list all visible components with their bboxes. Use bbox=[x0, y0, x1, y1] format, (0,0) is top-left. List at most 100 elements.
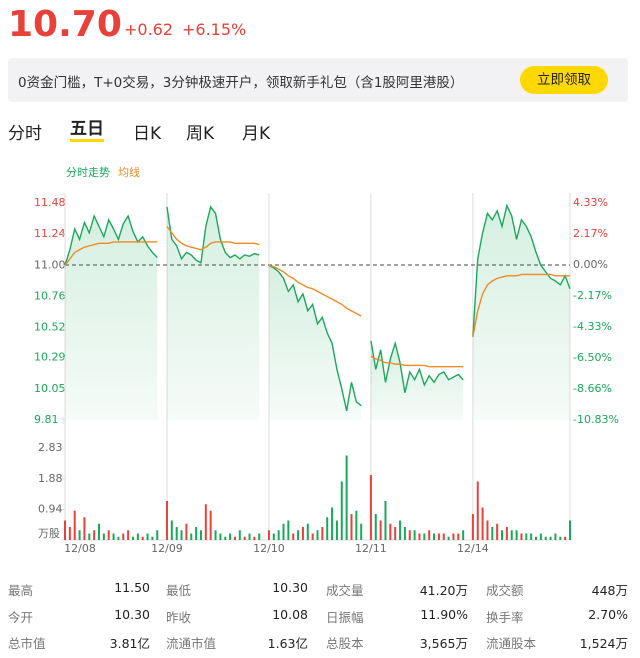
volume-bar bbox=[297, 530, 300, 540]
volume-bar bbox=[462, 530, 465, 540]
volume-bar bbox=[326, 517, 329, 540]
stat-value: 10.30 bbox=[272, 580, 308, 595]
volume-bar bbox=[481, 507, 484, 540]
y2-tick-label: -4.33% bbox=[573, 320, 612, 333]
volume-bar bbox=[316, 530, 319, 540]
volume-bar bbox=[403, 526, 406, 540]
banner[interactable]: 0资金门槛，T+0交易，3分钟极速开户，领取新手礼包（含1股阿里港股） 立即领取 bbox=[8, 58, 628, 102]
volume-bar bbox=[515, 530, 518, 540]
y-tick-label: 10.05 bbox=[34, 382, 66, 395]
chart: 分时走势 均线 12/08 12/09 12/10 12/11 12/14 11.48 11… bbox=[34, 165, 619, 555]
tab[interactable]: 日K bbox=[133, 124, 162, 144]
y2-tick-label: -10.83% bbox=[573, 413, 619, 426]
volume-bar bbox=[78, 530, 81, 540]
volume-bar bbox=[505, 526, 508, 540]
y-tick-label: 10.76 bbox=[34, 290, 66, 303]
stat-value: 3,565万 bbox=[419, 636, 468, 651]
stat-value: 1.63亿 bbox=[267, 636, 308, 651]
change-pct: +6.15% bbox=[182, 20, 247, 39]
volume-bar bbox=[131, 536, 134, 540]
volume-tick-label: 0.94 bbox=[38, 502, 63, 515]
volume-bar bbox=[185, 523, 188, 540]
change: +0.62 bbox=[124, 20, 174, 39]
volume-bar bbox=[331, 507, 334, 540]
volume-bar bbox=[88, 533, 91, 540]
volume-bar bbox=[559, 536, 562, 540]
stat-label: 日振幅 bbox=[326, 610, 364, 625]
y-tick-label: 9.81 bbox=[34, 413, 59, 426]
volume-bar bbox=[180, 530, 183, 540]
volume-bar bbox=[287, 520, 290, 540]
stat-label: 最低 bbox=[166, 583, 192, 598]
tab[interactable]: 周K bbox=[186, 124, 215, 144]
volume-bar bbox=[141, 536, 144, 540]
volume-bar bbox=[554, 533, 557, 540]
volume-bar bbox=[93, 530, 96, 540]
stat-label: 总市值 bbox=[8, 636, 46, 651]
volume-bar bbox=[214, 530, 217, 540]
volume-bar bbox=[224, 536, 227, 540]
volume-bar bbox=[549, 536, 552, 540]
volume-bar bbox=[301, 526, 304, 540]
price-area bbox=[268, 265, 362, 420]
series-line bbox=[64, 203, 571, 412]
stat-value: 3.81亿 bbox=[109, 636, 150, 651]
volume-bar bbox=[199, 530, 202, 540]
y2-tick-label: -2.17% bbox=[573, 289, 612, 302]
volume-bar bbox=[442, 533, 445, 540]
stat-label: 成交量 bbox=[326, 583, 364, 598]
y-tick-label: 11.00 bbox=[34, 258, 66, 271]
stat-value: 11.90% bbox=[420, 607, 468, 622]
volume-bar bbox=[165, 500, 168, 540]
stat-label: 流通股本 bbox=[486, 636, 537, 651]
volume-bar bbox=[107, 530, 110, 540]
volume-bar bbox=[238, 530, 241, 540]
volume-bar bbox=[156, 530, 159, 540]
price-area bbox=[370, 340, 464, 420]
volume-bar bbox=[229, 533, 232, 540]
tab[interactable]: 月K bbox=[242, 124, 271, 144]
volume-bar bbox=[437, 533, 440, 540]
volume-bar bbox=[73, 510, 76, 540]
y-tick-label: 10.52 bbox=[34, 321, 66, 334]
stat-label: 成交额 bbox=[486, 583, 524, 598]
y2-tick-label: -8.66% bbox=[573, 382, 612, 395]
stat-value: 10.08 bbox=[272, 607, 308, 622]
volume-bar bbox=[335, 520, 338, 540]
tab[interactable]: 分时 bbox=[8, 124, 42, 144]
y2-tick-label: 2.17% bbox=[573, 227, 608, 240]
volume-bar bbox=[311, 533, 314, 540]
volume-bar bbox=[204, 504, 207, 540]
volume-bar bbox=[569, 520, 571, 540]
volume-bar bbox=[68, 526, 71, 540]
price: 10.70 bbox=[8, 4, 122, 45]
volume-bar bbox=[209, 510, 212, 540]
claim-button[interactable]: 立即领取 bbox=[520, 66, 608, 94]
stat-value: 1,524万 bbox=[579, 636, 628, 651]
stat-label: 换手率 bbox=[486, 610, 524, 625]
volume-bar bbox=[408, 530, 411, 540]
series-line bbox=[64, 225, 570, 368]
volume-bar bbox=[151, 536, 154, 540]
volume-tick-label: 2.83 bbox=[38, 441, 63, 454]
volume-bar bbox=[258, 533, 261, 540]
volume-bar bbox=[282, 523, 285, 540]
stat-value: 41.20万 bbox=[419, 583, 468, 598]
tab[interactable]: 五日 bbox=[70, 119, 104, 142]
volume-bar bbox=[190, 533, 193, 540]
legend-label: 分时走势 bbox=[66, 166, 110, 179]
volume-bar bbox=[127, 530, 130, 540]
volume-tick-label: 1.88 bbox=[38, 472, 63, 485]
volume-bar bbox=[64, 520, 66, 540]
volume-bar bbox=[97, 523, 100, 540]
volume-bar bbox=[345, 455, 348, 540]
price-area bbox=[65, 215, 158, 420]
y2-tick-label: -6.50% bbox=[573, 351, 612, 364]
volume-bar bbox=[501, 530, 504, 540]
stat-value: 448万 bbox=[591, 583, 628, 598]
volume-bar bbox=[219, 533, 222, 540]
volume-bar bbox=[418, 533, 421, 540]
volume-bar bbox=[112, 533, 115, 540]
volume-bar bbox=[374, 513, 377, 540]
